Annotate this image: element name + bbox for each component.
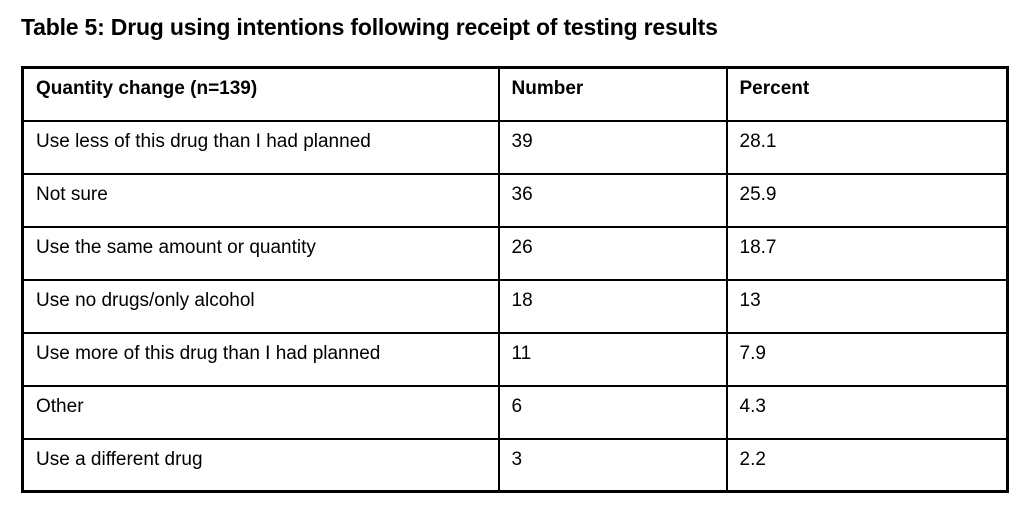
cell-number: 26: [497, 225, 728, 281]
cell-percent: 18.7: [725, 225, 1009, 281]
table-row: Use a different drug 3 2.2: [21, 437, 1009, 493]
cell-intention-label: Use the same amount or quantity: [21, 225, 500, 281]
cell-intention-label: Other: [21, 384, 500, 440]
cell-number: 36: [497, 172, 728, 228]
table-row: Use less of this drug than I had planned…: [21, 119, 1009, 175]
table-row: Use no drugs/only alcohol 18 13: [21, 278, 1009, 334]
cell-percent: 25.9: [725, 172, 1009, 228]
table-caption: Table 5: Drug using intentions following…: [21, 14, 718, 40]
cell-number: 11: [497, 331, 728, 387]
cell-number: 18: [497, 278, 728, 334]
column-header-number: Number: [497, 66, 728, 122]
cell-percent: 13: [725, 278, 1009, 334]
cell-intention-label: Use less of this drug than I had planned: [21, 119, 500, 175]
cell-number: 3: [497, 437, 728, 493]
cell-intention-label: Use more of this drug than I had planned: [21, 331, 500, 387]
cell-intention-label: Use no drugs/only alcohol: [21, 278, 500, 334]
table-row: Not sure 36 25.9: [21, 172, 1009, 228]
cell-percent: 4.3: [725, 384, 1009, 440]
table-row: Use more of this drug than I had planned…: [21, 331, 1009, 387]
results-table: Quantity change (n=139) Number Percent U…: [21, 66, 1009, 493]
table-row: Use the same amount or quantity 26 18.7: [21, 225, 1009, 281]
cell-number: 6: [497, 384, 728, 440]
cell-percent: 28.1: [725, 119, 1009, 175]
cell-number: 39: [497, 119, 728, 175]
cell-intention-label: Use a different drug: [21, 437, 500, 493]
table-row: Other 6 4.3: [21, 384, 1009, 440]
column-header-quantity-change: Quantity change (n=139): [21, 66, 500, 122]
column-header-percent: Percent: [725, 66, 1009, 122]
cell-percent: 7.9: [725, 331, 1009, 387]
cell-percent: 2.2: [725, 437, 1009, 493]
cell-intention-label: Not sure: [21, 172, 500, 228]
header-row: Quantity change (n=139) Number Percent: [21, 66, 1009, 122]
